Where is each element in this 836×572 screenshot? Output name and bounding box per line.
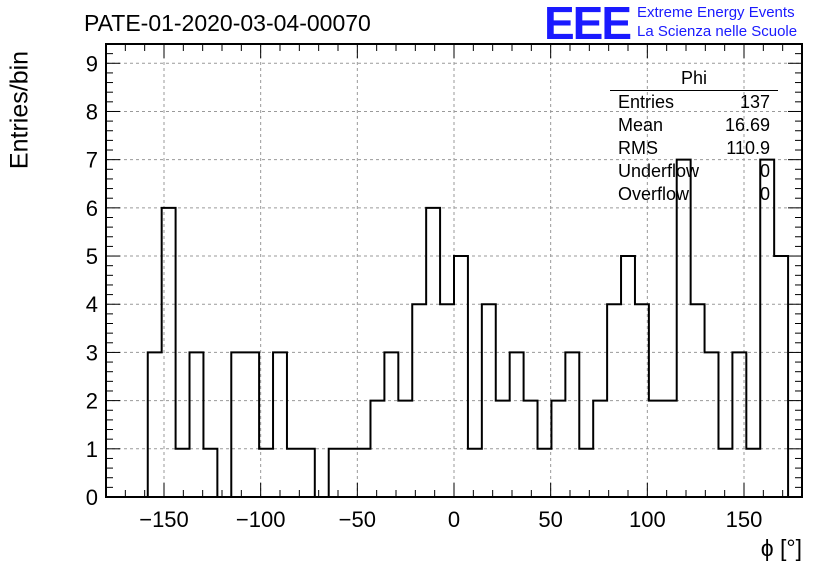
stats-label: Underflow [618,161,700,181]
y-tick-label: 6 [86,196,98,221]
y-tick-label: 5 [86,244,98,269]
y-tick-label: 7 [86,148,98,173]
x-tick-label: −100 [236,507,286,532]
logo-line-1: Extreme Energy Events [637,4,795,21]
stats-label: Mean [618,115,664,135]
y-tick-label: 3 [86,340,98,365]
stats-row: Entries 137 [610,91,778,114]
stats-value: 16.69 [724,115,770,135]
stats-value: 0 [759,161,770,181]
stats-title: Phi [610,67,778,91]
y-tick-label: 0 [86,485,98,510]
y-tick-label: 9 [86,51,98,76]
x-tick-label: −50 [339,507,376,532]
x-tick-label: 100 [629,507,666,532]
y-tick-label: 2 [86,389,98,414]
logo-line-2: La Scienza nelle Scuole [637,23,798,40]
x-tick-label: 50 [538,507,562,532]
y-tick-label: 4 [86,292,98,317]
x-tick-label: −150 [139,507,189,532]
stats-label: RMS [618,138,658,158]
stats-row: Mean 16.69 [610,114,778,137]
stats-value: 137 [739,92,770,112]
stats-box: Phi Entries 137 Mean 16.69 RMS 110.9 Und… [610,67,778,206]
stats-label: Entries [618,92,675,112]
stats-label: Overflow [618,184,690,204]
x-tick-label: 150 [726,507,763,532]
x-axis-label: ϕ [°] [760,535,802,561]
chart-title: PATE-01-2020-03-04-00070 [84,10,371,36]
stats-row: Overflow 0 [610,183,778,206]
logo-caption: Extreme Energy Events La Scienza nelle S… [637,3,797,41]
stats-row: Underflow 0 [610,160,778,183]
y-tick-label: 1 [86,437,98,462]
eee-logo: EEE [544,0,632,49]
x-tick-label: 0 [448,507,460,532]
stats-value: 0 [759,184,770,204]
stats-row: RMS 110.9 [610,137,778,160]
stats-value: 110.9 [726,138,770,158]
histogram-outline [106,158,802,498]
y-axis-label: Entries/bin [5,50,34,170]
y-tick-label: 8 [86,99,98,124]
